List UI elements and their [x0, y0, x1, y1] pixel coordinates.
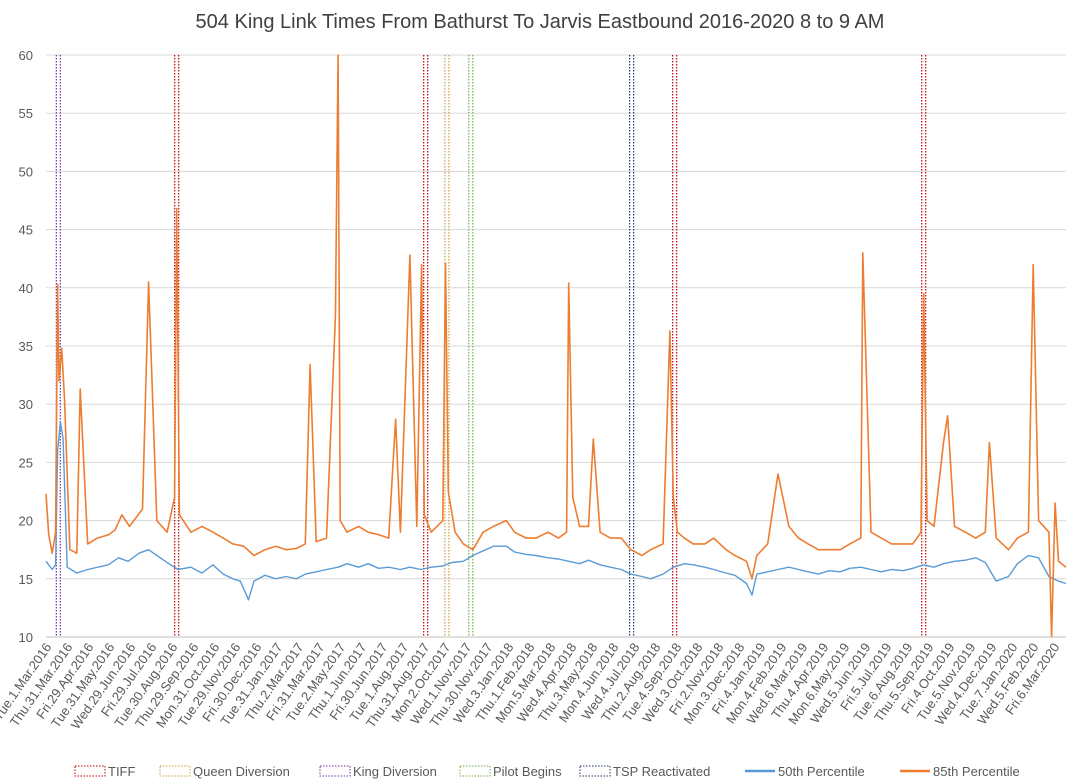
series-lines	[45, 54, 1067, 638]
y-tick-label: 35	[19, 339, 33, 354]
legend-label: 85th Percentile	[933, 764, 1020, 779]
legend-swatch	[319, 765, 351, 777]
legend-label: Queen Diversion	[193, 764, 290, 779]
legend-label: Pilot Begins	[493, 764, 562, 779]
legend-label: King Diversion	[353, 764, 437, 779]
legend-swatch	[159, 765, 191, 777]
y-tick-label: 60	[19, 48, 33, 63]
legend: TIFF Queen Diversion King Diversion Pilot B…	[74, 764, 1020, 779]
legend-swatch	[579, 765, 611, 777]
y-tick-label: 10	[19, 630, 33, 645]
legend-swatch	[459, 765, 491, 777]
y-tick-label: 50	[19, 164, 33, 179]
series-line-85th-percentile	[45, 54, 1067, 638]
y-tick-label: 55	[19, 106, 33, 121]
legend-label: TIFF	[108, 764, 135, 779]
y-tick-label: 20	[19, 514, 33, 529]
y-tick-label: 40	[19, 281, 33, 296]
legend-swatch	[74, 765, 106, 777]
legend-label: TSP Reactivated	[613, 764, 710, 779]
chart-title: 504 King Link Times From Bathurst To Jar…	[196, 11, 885, 33]
x-axis-ticks: Tue.1.Mar.2016Thu.31.Mar.2016Fri.29.Apr.…	[0, 640, 1062, 732]
y-tick-label: 30	[19, 397, 33, 412]
y-tick-label: 45	[19, 223, 33, 238]
series-line-50th-percentile	[45, 421, 1067, 601]
y-axis-ticks: 10 15 20 25 30 35 40 45 50 55 60	[19, 48, 33, 645]
y-tick-label: 15	[19, 572, 33, 587]
gridlines	[46, 54, 1066, 580]
legend-label: 50th Percentile	[778, 764, 865, 779]
y-tick-label: 25	[19, 455, 33, 470]
